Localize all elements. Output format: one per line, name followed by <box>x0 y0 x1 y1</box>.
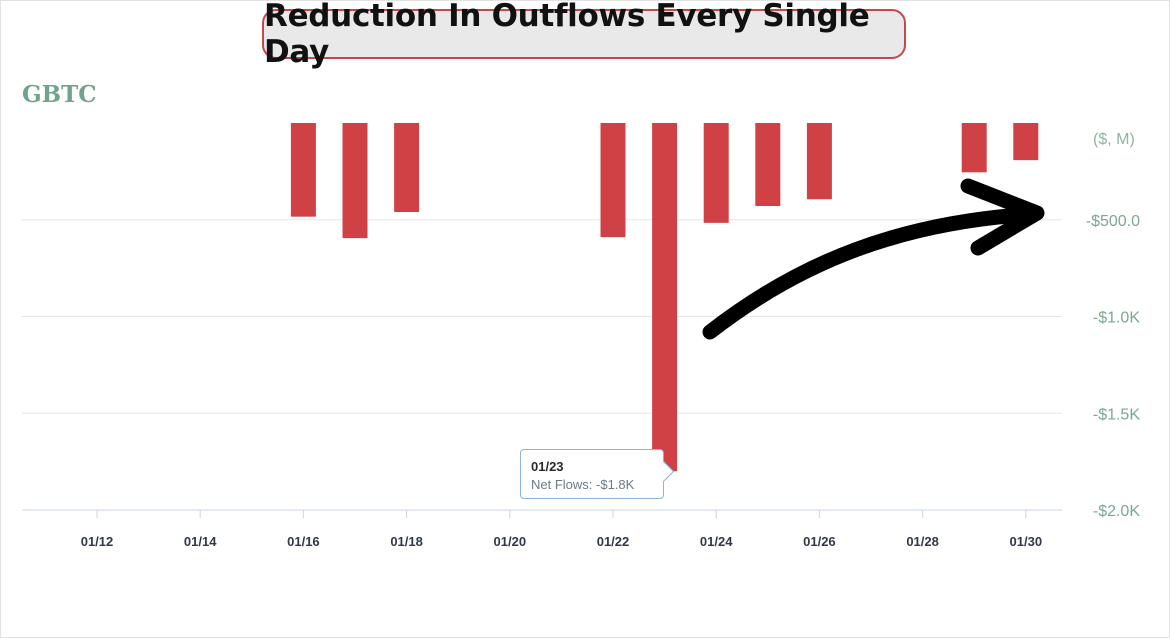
x-tick-label: 01/18 <box>390 534 423 549</box>
tooltip-date: 01/23 <box>531 459 564 474</box>
y-tick-label: -$1.5K <box>1093 406 1140 423</box>
x-tick-label: 01/30 <box>1010 534 1043 549</box>
arrowhead-icon <box>960 178 1045 256</box>
bar-01-16[interactable] <box>290 123 316 217</box>
ticker-label: GBTC <box>22 81 97 108</box>
x-tick-label: 01/22 <box>597 534 630 549</box>
x-tick-label: 01/24 <box>700 534 733 549</box>
headline-banner: Reduction In Outflows Every Single Day <box>262 0 906 70</box>
bar-01-29[interactable] <box>961 123 987 173</box>
y-tick-label: -$2.0K <box>1093 503 1140 520</box>
bar-01-23[interactable] <box>652 123 678 472</box>
bar-01-24[interactable] <box>703 123 729 223</box>
bar-01-18[interactable] <box>394 123 420 213</box>
bar-01-26[interactable] <box>806 123 832 200</box>
bar-01-22[interactable] <box>600 123 626 238</box>
x-tick-label: 01/28 <box>906 534 939 549</box>
x-tick-label: 01/16 <box>287 534 320 549</box>
x-tick-label: 01/12 <box>81 534 114 549</box>
y-tick-label: -$500.0 <box>1086 213 1140 230</box>
unit-label: ($, M) <box>1093 131 1135 148</box>
x-tick-label: 01/14 <box>184 534 217 549</box>
x-tick-label: 01/26 <box>803 534 836 549</box>
tooltip: 01/23 Net Flows: -$1.8K <box>520 449 664 499</box>
bar-01-25[interactable] <box>755 123 781 207</box>
y-tick-label: -$1.0K <box>1093 310 1140 327</box>
bar-01-30[interactable] <box>1013 123 1039 161</box>
bar-01-17[interactable] <box>342 123 368 239</box>
x-tick-label: 01/20 <box>494 534 527 549</box>
tooltip-value: Net Flows: -$1.8K <box>531 477 635 492</box>
arrow-icon <box>702 206 1043 340</box>
